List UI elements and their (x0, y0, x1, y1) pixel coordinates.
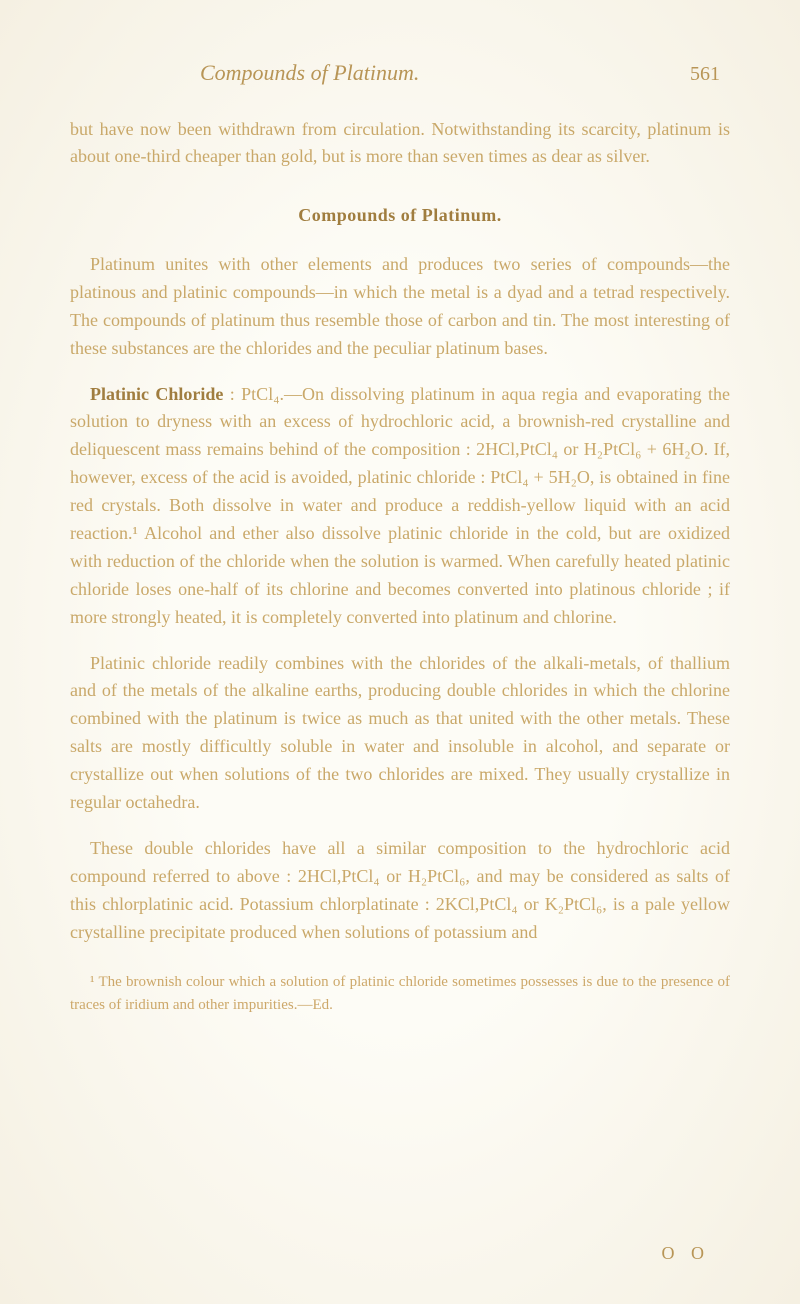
paragraph-2-body: : PtCl₄.—On dissolving platinum in aqua … (70, 384, 730, 627)
section-heading: Compounds of Platinum. (70, 205, 730, 226)
paragraph-4: These double chlorides have all a simila… (70, 835, 730, 947)
paragraph-2: Platinic Chloride : PtCl₄.—On dissolving… (70, 381, 730, 632)
page-number: 561 (690, 63, 720, 86)
running-title: Compounds of Platinum. (200, 60, 419, 86)
footnote: ¹ The brownish colour which a solution o… (70, 971, 730, 1016)
page-header: Compounds of Platinum. 561 (70, 60, 730, 86)
paragraph-1: Platinum unites with other elements and … (70, 251, 730, 363)
signature-mark: O O (662, 1243, 711, 1264)
page-container: Compounds of Platinum. 561 but have now … (0, 0, 800, 1304)
run-in-heading: Platinic Chloride (90, 384, 223, 404)
paragraph-3: Platinic chloride readily combines with … (70, 650, 730, 817)
intro-paragraph: but have now been withdrawn from circula… (70, 116, 730, 170)
